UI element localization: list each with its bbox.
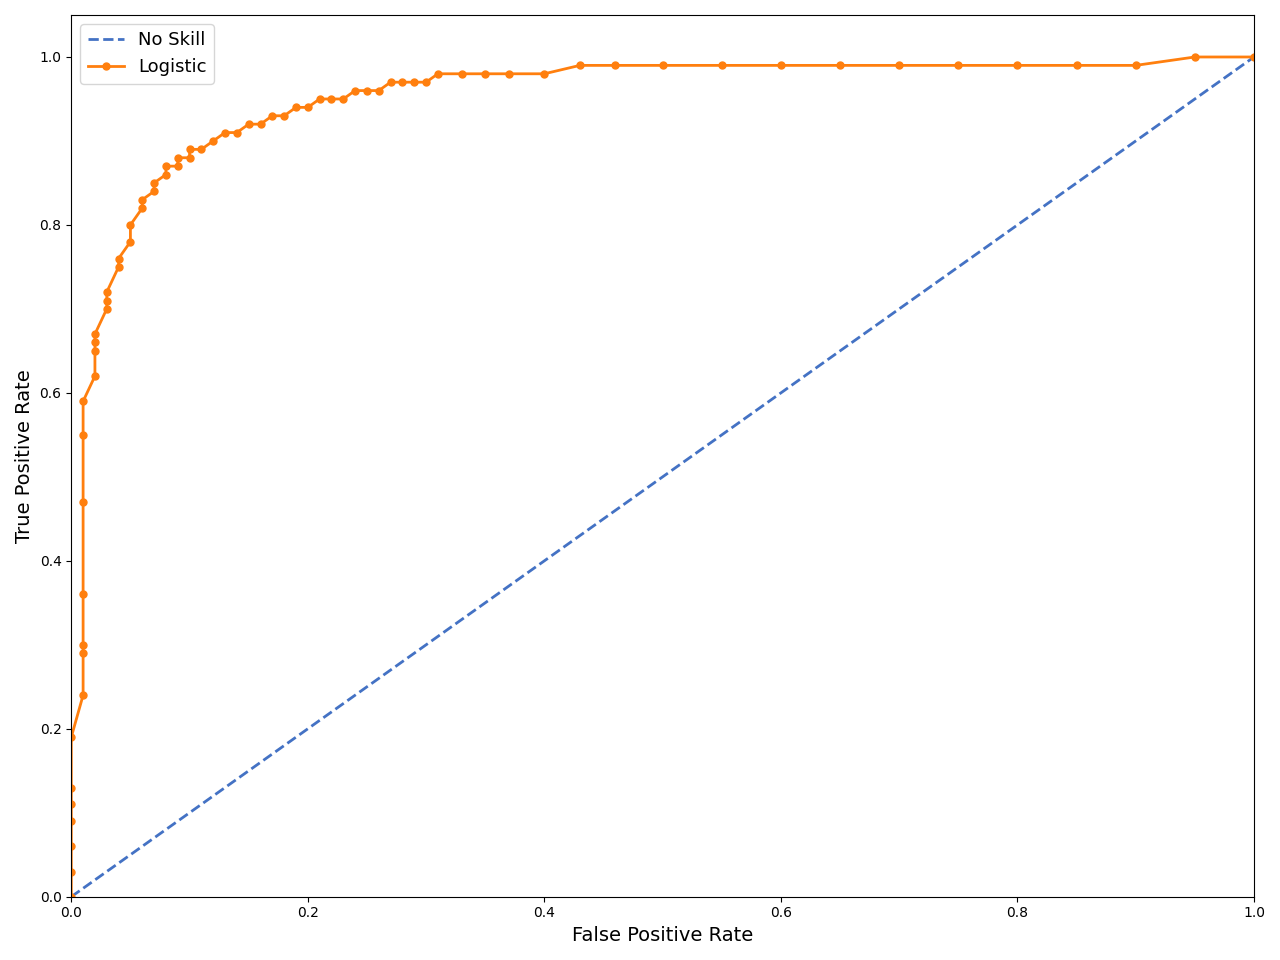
Legend: No Skill, Logistic: No Skill, Logistic bbox=[81, 24, 214, 84]
Logistic bbox=[206, 135, 221, 147]
Logistic bbox=[1247, 51, 1262, 62]
Logistic bbox=[123, 219, 138, 230]
Logistic bbox=[87, 337, 102, 348]
Line: Logistic: Logistic bbox=[68, 54, 1257, 900]
Logistic bbox=[832, 60, 847, 71]
Logistic bbox=[1187, 51, 1202, 62]
Logistic bbox=[572, 60, 588, 71]
Logistic bbox=[64, 891, 79, 902]
Logistic bbox=[655, 60, 671, 71]
X-axis label: False Positive Rate: False Positive Rate bbox=[572, 926, 753, 945]
Y-axis label: True Positive Rate: True Positive Rate bbox=[15, 369, 35, 542]
